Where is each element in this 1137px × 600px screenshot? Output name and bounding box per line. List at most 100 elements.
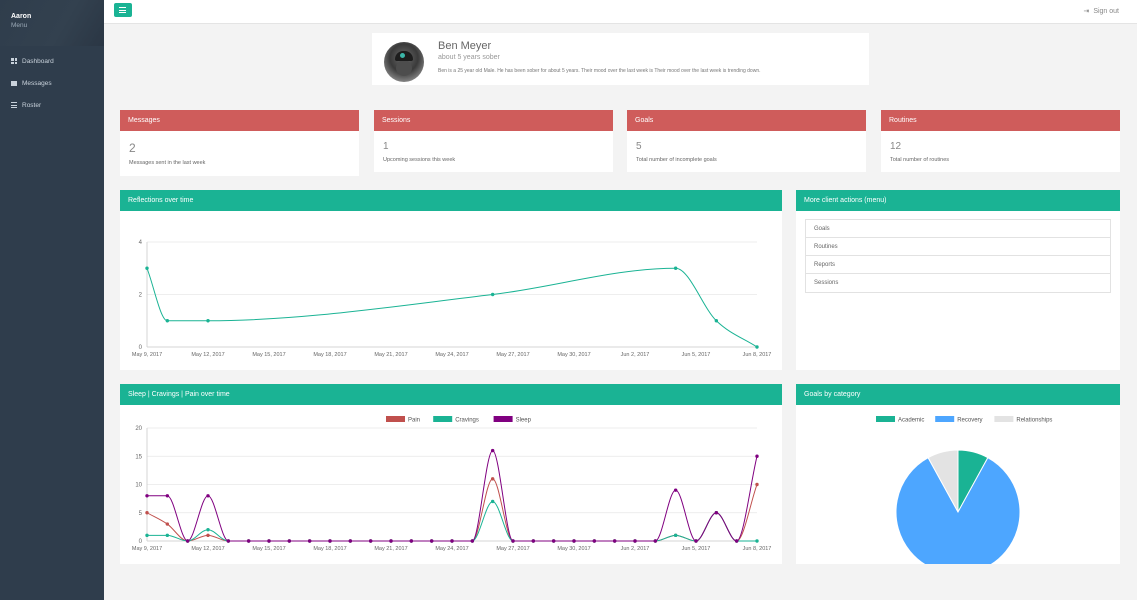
data-point [328,539,332,543]
menu-toggle-button[interactable] [114,3,132,17]
data-point [226,539,231,543]
legend-label: Relationships [1016,418,1052,424]
x-tick-label: May 30, 2017 [557,546,590,552]
sign-out-icon: ⇥ [1083,8,1090,15]
reflections-chart: 0 2 4 May 9, 2017 May 12, 2017 May 15, 2017 Ma… [132,240,772,358]
x-tick-label: May 21, 2017 [374,546,407,552]
x-tick-label: Jun 5, 2017 [682,352,711,358]
data-point [206,533,210,538]
x-tick-label: May 15, 2017 [252,546,285,552]
data-point [287,539,292,543]
stat-card-label: Total number of routines [890,157,950,163]
data-point [165,522,170,526]
stat-card-title: Routines [881,110,1120,131]
data-point [165,533,170,538]
stat-card-value: 5 [636,141,642,152]
stat-card-title: Sessions [374,110,613,131]
data-point [206,319,210,323]
series-line [146,478,758,542]
data-point [206,494,210,498]
data-point [145,511,149,515]
y-tick-label: 0 [139,345,143,351]
sidebar-header: Aaron Menu [0,0,104,46]
x-tick-label: May 18, 2017 [313,352,346,358]
y-tick-label: 10 [135,483,142,489]
stat-card-value: 1 [383,141,389,152]
data-point [145,266,149,270]
action-goals[interactable]: Goals [806,220,1110,238]
panel-title: Goals by category [796,384,1120,405]
top-navbar: ⇥ Sign out [104,0,1137,24]
panel-title: Reflections over time [120,190,782,211]
x-tick-label: May 12, 2017 [191,546,224,552]
x-tick-label: May 24, 2017 [435,352,468,358]
hamburger-icon-line [119,12,126,14]
x-tick-label: May 15, 2017 [252,352,285,358]
sidebar-item-roster[interactable]: Roster [0,94,104,116]
avatar [384,42,424,82]
avatar-cap-logo [400,53,405,58]
action-sessions[interactable]: Sessions [814,280,839,286]
data-point [755,482,759,487]
stat-card-label: Messages sent in the last week [129,160,206,166]
x-tick-label: Jun 8, 2017 [743,546,772,552]
data-point [185,539,190,543]
data-point [490,448,495,453]
client-profile-card: Ben Meyer about 5 years sober Ben is a 2… [372,33,869,85]
data-point [307,539,312,543]
sign-out-label: Sign out [1093,8,1119,15]
data-point [673,533,678,538]
sign-out-link[interactable]: ⇥ Sign out [1083,7,1119,15]
data-point [673,266,678,270]
legend-swatch [433,416,453,422]
stat-card-value: 12 [890,141,902,152]
data-point [145,494,149,498]
stat-card-messages: Messages 2 Messages sent in the last wee… [120,110,359,176]
sleep-cravings-pain-chart: 0 5 10 15 20 May 9, 2017 May 12, 2017 May 15, 2… [132,416,772,552]
data-point [551,539,556,543]
data-point [572,539,576,543]
legend-swatch [386,416,405,422]
y-tick-label: 5 [139,511,143,517]
data-point [165,319,170,323]
data-point [389,539,393,543]
x-tick-label: May 12, 2017 [191,352,224,358]
series-line [146,500,757,542]
series-line [146,267,758,348]
pie-slice [927,449,959,513]
grid-icon [11,58,17,64]
x-tick-label: Jun 2, 2017 [621,546,650,552]
menu-label[interactable]: Menu [11,22,28,29]
sidebar-item-dashboard[interactable]: Dashboard [0,50,104,72]
x-tick-label: May 30, 2017 [557,352,590,358]
legend-label: Pain [408,418,420,424]
legend-swatch [935,416,955,422]
data-point [531,539,536,543]
action-reports[interactable]: Reports [806,256,1110,274]
x-tick-label: Jun 2, 2017 [621,352,650,358]
data-point [673,488,678,492]
data-point [734,539,739,543]
data-point [714,511,719,515]
data-point [165,494,170,498]
envelope-icon [11,80,17,86]
sidebar-item-label: Roster [22,101,42,109]
data-point [368,539,373,543]
action-routines[interactable]: Routines [806,238,1110,256]
data-point [755,454,759,458]
data-point [592,539,597,543]
hamburger-icon [119,7,126,9]
panel-title: Sleep | Cravings | Pain over time [120,384,782,405]
data-point [490,499,495,504]
data-point [511,539,515,543]
data-point [409,539,414,543]
stat-card-title: Messages [120,110,359,131]
data-point [694,539,698,543]
sidebar-item-messages[interactable]: Messages [0,72,104,94]
series-line [147,450,758,542]
x-tick-label: May 21, 2017 [374,352,407,358]
sidebar-item-label: Dashboard [22,57,54,65]
client-name: Ben Meyer [438,40,492,52]
y-tick-label: 2 [139,293,143,299]
client-description: Ben is a 25 year old Male. He has been s… [438,68,761,74]
